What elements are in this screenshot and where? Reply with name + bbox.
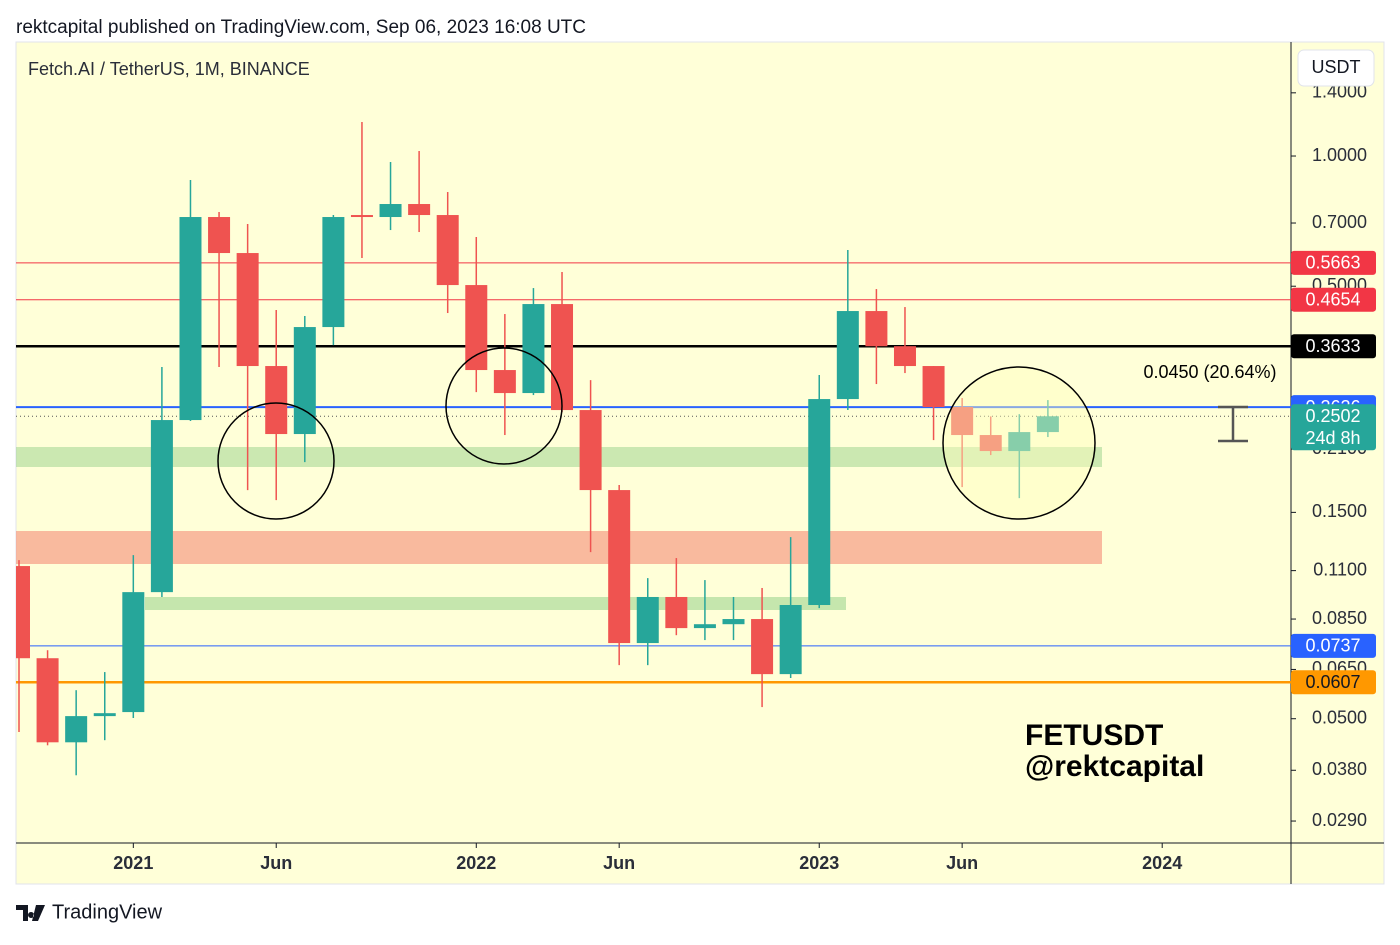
candle-body xyxy=(122,592,145,713)
candle-body xyxy=(893,346,916,367)
candle-body xyxy=(751,619,774,675)
y-tick-label: 0.0850 xyxy=(1312,608,1367,628)
support-zone xyxy=(145,597,846,610)
candle-body xyxy=(65,716,88,743)
candle-body xyxy=(150,420,173,593)
highlight-circle xyxy=(217,402,335,520)
price-tags: 0.56630.46540.36330.26260.07370.06070.25… xyxy=(1291,250,1376,695)
plot-area: 0.0450 (20.64%) FETUSDT @rektcapital xyxy=(16,122,1291,783)
y-tick-label: 0.0290 xyxy=(1312,810,1367,830)
watermark: FETUSDT xyxy=(1025,719,1163,752)
candle-body xyxy=(951,407,974,436)
publish-header: rektcapital published on TradingView.com… xyxy=(16,17,586,38)
candle-body xyxy=(551,304,574,411)
x-tick-label: 2023 xyxy=(799,853,839,873)
tv-logo xyxy=(16,905,45,921)
candle-body xyxy=(293,327,316,435)
candle-body xyxy=(665,596,688,629)
price-tag-label: 0.4654 xyxy=(1305,289,1360,309)
price-tag-label: 0.0607 xyxy=(1305,672,1360,692)
last-price-label: 0.2502 xyxy=(1305,406,1360,426)
candle-body xyxy=(579,410,602,491)
countdown-label: 24d 8h xyxy=(1305,428,1360,448)
candle-body xyxy=(522,304,545,394)
candle-body xyxy=(1036,416,1059,433)
candle-body xyxy=(350,215,373,218)
measure-label: 0.0450 (20.64%) xyxy=(1143,362,1276,382)
candle-body xyxy=(722,619,745,625)
candle-body xyxy=(608,490,631,644)
candle-body xyxy=(808,399,831,606)
candle-body xyxy=(408,204,431,216)
highlight-circle xyxy=(445,347,563,465)
currency-button[interactable] xyxy=(1297,49,1375,87)
highlight-circle xyxy=(942,366,1096,520)
measure-tool xyxy=(1218,405,1248,443)
resistance-zone xyxy=(16,531,1102,564)
y-tick-label: 0.0380 xyxy=(1312,759,1367,779)
candle-body xyxy=(465,285,488,371)
candle-body xyxy=(836,311,859,400)
candle-body xyxy=(265,366,288,435)
currency-label[interactable]: USDT xyxy=(1312,57,1361,77)
chart-background xyxy=(15,41,1385,885)
x-tick-label: 2024 xyxy=(1142,853,1182,873)
last-price-tag xyxy=(1291,404,1376,451)
candle-body xyxy=(693,624,716,629)
candle-body xyxy=(236,253,259,367)
candle-body xyxy=(493,370,516,394)
price-tag-label: 0.3633 xyxy=(1305,336,1360,356)
price-tag-label: 0.0737 xyxy=(1305,636,1360,656)
candle-body xyxy=(179,217,202,421)
watermark: @rektcapital xyxy=(1025,750,1204,783)
footer-brand: TradingView xyxy=(52,901,163,923)
price-tag-label: 0.5663 xyxy=(1305,253,1360,273)
candle-body xyxy=(979,435,1002,452)
candle-body xyxy=(379,204,402,218)
candle-body xyxy=(322,217,345,328)
candles xyxy=(16,122,1059,776)
x-tick-label: 2021 xyxy=(113,853,153,873)
x-tick-label: Jun xyxy=(260,853,292,873)
candle-body xyxy=(16,566,30,659)
candle-body xyxy=(93,713,116,717)
price-tag xyxy=(1291,670,1376,695)
symbol-title: Fetch.AI / TetherUS, 1M, BINANCE xyxy=(28,59,310,79)
price-tag xyxy=(1291,334,1376,359)
y-tick-label: 0.1500 xyxy=(1312,501,1367,521)
levels xyxy=(16,262,1291,684)
x-tick-label: Jun xyxy=(603,853,635,873)
candle-body xyxy=(865,311,888,347)
candle-body xyxy=(779,605,802,675)
candle-body xyxy=(208,217,231,254)
y-tick-label: 0.1100 xyxy=(1313,559,1367,579)
candle-body xyxy=(36,658,59,743)
price-tag xyxy=(1291,250,1376,275)
y-tick-label: 0.0500 xyxy=(1312,707,1367,727)
y-tick-label: 0.7000 xyxy=(1312,212,1367,232)
y-tick-label: 1.4000 xyxy=(1312,82,1367,102)
price-tag xyxy=(1291,633,1376,658)
candle-body xyxy=(636,596,659,644)
y-tick-label: 1.0000 xyxy=(1312,145,1367,165)
support-zone xyxy=(16,447,1102,467)
price-tag xyxy=(1291,287,1376,312)
candle-body xyxy=(1008,432,1031,452)
candle-body xyxy=(436,215,459,286)
x-tick-label: Jun xyxy=(946,853,978,873)
ticks: 1.40001.00000.70000.50000.21000.15000.11… xyxy=(113,82,1367,873)
candle-body xyxy=(922,366,945,408)
logo: TradingView xyxy=(16,901,163,923)
x-tick-label: 2022 xyxy=(456,853,496,873)
